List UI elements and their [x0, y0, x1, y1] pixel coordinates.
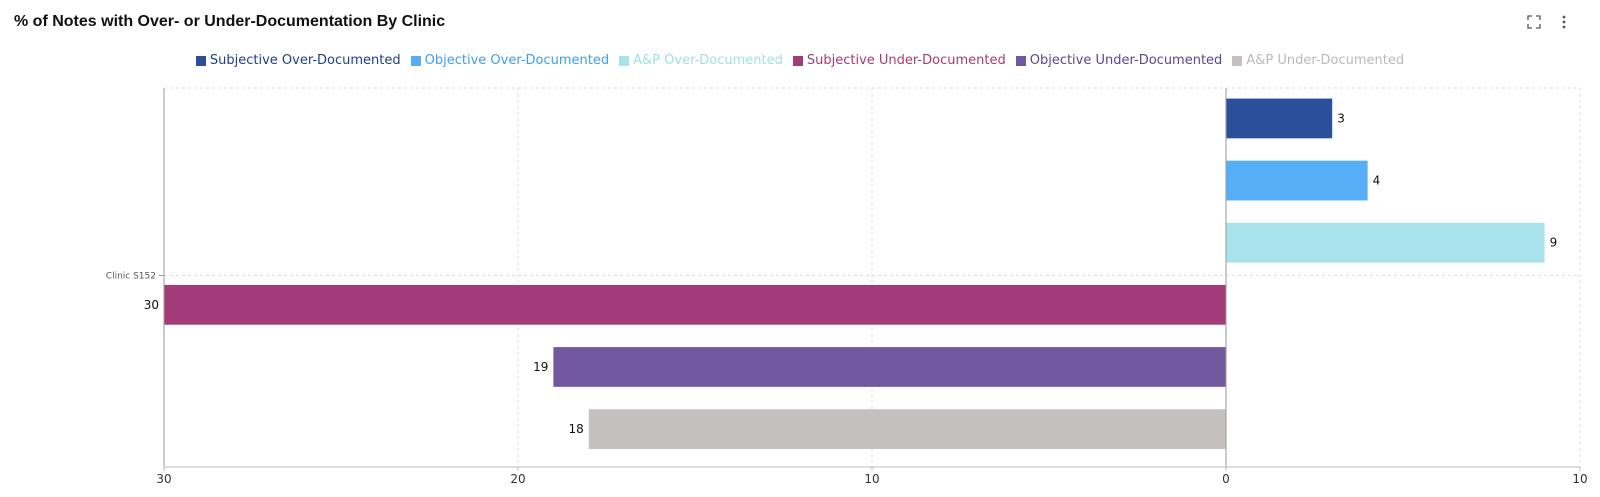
data-label: 3 [1337, 111, 1345, 125]
x-tick-label: 10 [1572, 472, 1587, 486]
legend-label: Subjective Under-Documented [806, 53, 1006, 68]
chart-title: % of Notes with Over- or Under-Documenta… [14, 13, 446, 30]
legend-swatch [792, 55, 803, 66]
legend-label: A&P Over-Documented [633, 53, 783, 68]
chart-legend: Subjective Over-Documented Objective Ove… [0, 53, 1600, 68]
legend-swatch [1232, 55, 1243, 66]
legend-label: A&P Under-Documented [1246, 53, 1405, 68]
legend-item-objective-under[interactable]: Objective Under-Documented [1015, 53, 1223, 68]
legend-item-ap-under[interactable]: A&P Under-Documented [1232, 53, 1404, 68]
expand-icon[interactable] [1526, 14, 1542, 30]
legend-item-subjective-over[interactable]: Subjective Over-Documented [195, 53, 401, 68]
data-label: 18 [569, 422, 584, 436]
legend-label: Objective Under-Documented [1029, 53, 1223, 68]
x-tick-label: 30 [156, 472, 171, 486]
legend-label: Objective Over-Documented [424, 53, 610, 68]
bar [1226, 160, 1368, 201]
bar [164, 284, 1226, 325]
legend-swatch [1015, 55, 1026, 66]
legend-item-objective-over[interactable]: Objective Over-Documented [410, 53, 610, 68]
legend-item-subjective-under[interactable]: Subjective Under-Documented [792, 53, 1006, 68]
legend-swatch [195, 55, 206, 66]
data-label: 4 [1373, 174, 1381, 188]
bar [588, 409, 1226, 449]
bar [1226, 98, 1333, 139]
data-label: 9 [1550, 236, 1558, 250]
data-label: 30 [144, 298, 159, 312]
data-label: 19 [533, 360, 548, 374]
legend-swatch [410, 55, 421, 66]
x-tick-label: 20 [510, 472, 525, 486]
bar [1226, 222, 1545, 263]
kebab-menu-icon[interactable] [1556, 14, 1572, 30]
legend-swatch [619, 55, 630, 66]
y-tick-label: Clinic S152 [106, 272, 156, 282]
x-tick-label: 0 [1222, 472, 1230, 486]
legend-item-ap-over[interactable]: A&P Over-Documented [619, 53, 783, 68]
legend-label: Subjective Over-Documented [209, 53, 401, 68]
chart-toolbar [1526, 14, 1572, 30]
bar [553, 347, 1226, 387]
x-tick-label: 10 [864, 472, 879, 486]
